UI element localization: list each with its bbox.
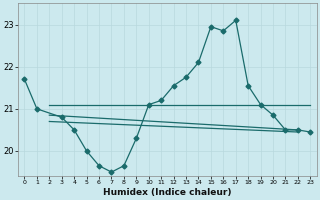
X-axis label: Humidex (Indice chaleur): Humidex (Indice chaleur) bbox=[103, 188, 232, 197]
